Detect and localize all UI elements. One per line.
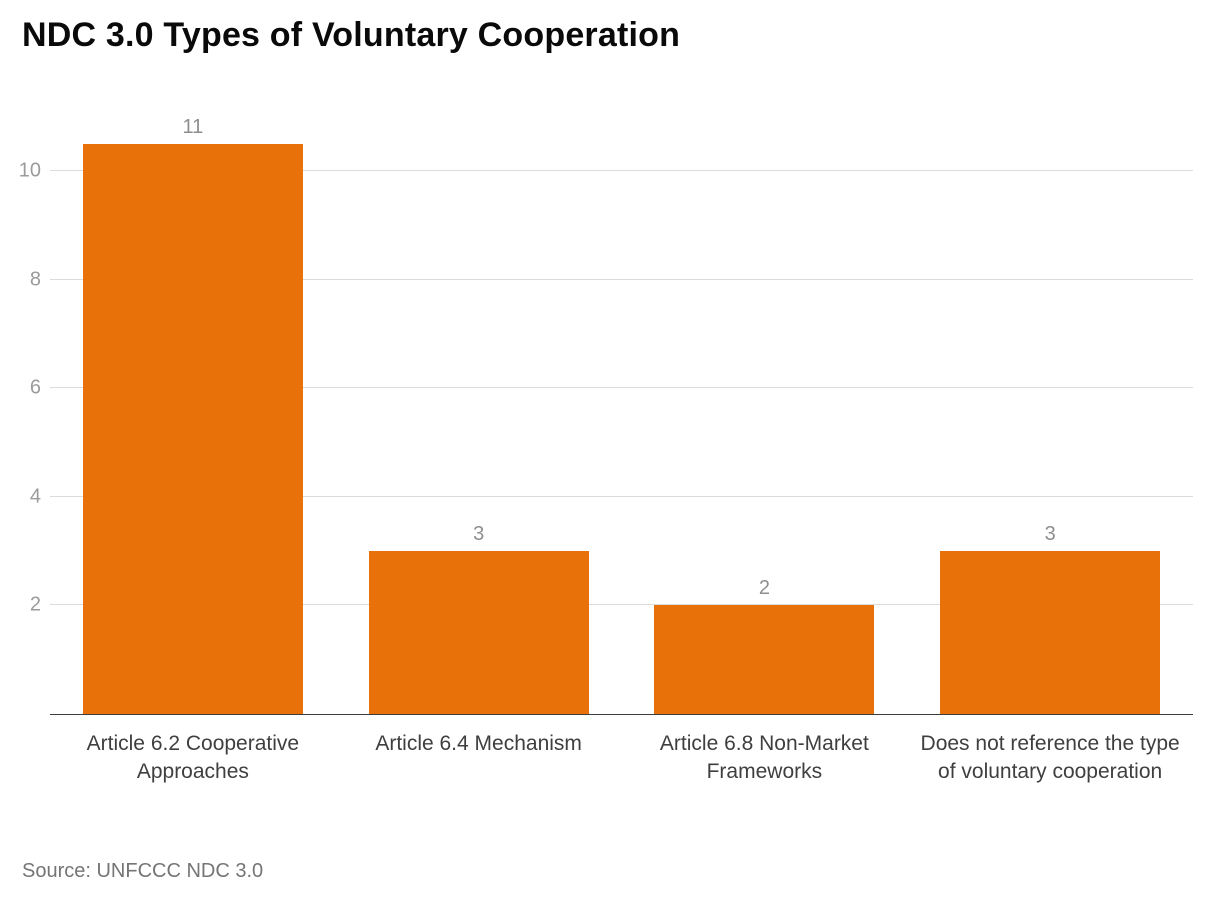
- y-tick-label: 10: [18, 159, 41, 182]
- bar-column: 3: [907, 117, 1193, 714]
- bar: [654, 605, 875, 714]
- gridline: [50, 278, 1193, 280]
- y-tick-label: 4: [29, 485, 41, 508]
- category-axis: Article 6.2 Cooperative Approaches Articl…: [50, 715, 1193, 787]
- x-category-label: Does not reference the type of voluntary…: [920, 732, 1180, 784]
- y-tick-label: 8: [29, 268, 41, 291]
- bar-column: 2: [622, 117, 908, 714]
- bar: [82, 144, 303, 714]
- gridline: [50, 495, 1193, 497]
- y-tick-label: 2: [29, 593, 41, 616]
- bar: [940, 551, 1161, 714]
- y-tick-label: 6: [29, 376, 41, 399]
- bar-value-label: 3: [1044, 523, 1056, 546]
- x-category-label: Article 6.4 Mechanism: [375, 732, 582, 755]
- bar: [368, 551, 589, 714]
- bar-value-label: 3: [473, 523, 485, 546]
- bar-column: 11: [50, 117, 336, 714]
- source-note: Source: UNFCCC NDC 3.0: [22, 860, 264, 882]
- bar-value-label: 2: [758, 577, 770, 600]
- bars-row: 11 3 2 3: [50, 117, 1193, 714]
- bar-chart: 11 3 2 3 2 4 6 8 10 Article 6.2 Cooperative App…: [19, 117, 1193, 787]
- gridline: [50, 387, 1193, 389]
- x-category-label: Article 6.2 Cooperative Approaches: [86, 732, 300, 784]
- gridline: [50, 604, 1193, 606]
- x-category-label: Article 6.8 Non-Market Frameworks: [659, 732, 869, 784]
- bar-value-label: 11: [182, 116, 204, 138]
- gridline: [50, 170, 1193, 172]
- bar-column: 3: [336, 117, 622, 714]
- plot-area: 11 3 2 3 2 4 6 8 10: [19, 117, 1193, 715]
- chart-title: NDC 3.0 Types of Voluntary Cooperation: [22, 16, 681, 54]
